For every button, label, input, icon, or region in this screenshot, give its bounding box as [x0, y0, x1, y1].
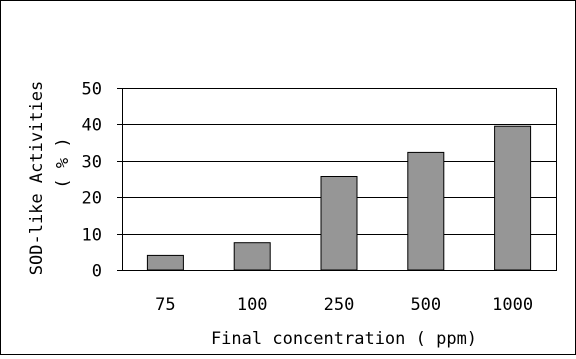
y-tick-label: 40 — [82, 116, 102, 136]
bar-75 — [146, 254, 184, 271]
y-tick-labels: 0 10 20 30 40 50 — [82, 80, 102, 282]
bars — [146, 125, 532, 271]
plot-border — [122, 88, 557, 271]
x-tick-labels: 75 100 250 500 1000 — [155, 295, 533, 315]
bar-500 — [407, 151, 445, 271]
x-tick-label: 75 — [155, 295, 175, 315]
x-tick-label: 500 — [410, 295, 441, 315]
y-axis-label: SOD-like Activities — [27, 81, 47, 275]
bar-100 — [233, 242, 271, 271]
x-tick-label: 1000 — [492, 295, 533, 315]
y-tick-label: 20 — [82, 189, 102, 209]
bar-250 — [320, 176, 358, 271]
x-tick-label: 250 — [324, 295, 355, 315]
x-axis-label: Final concentration ( ppm) — [211, 329, 477, 349]
y-tick-label: 10 — [82, 226, 102, 246]
x-tick-label: 100 — [237, 295, 268, 315]
y-axis-unit-label: ( % ) — [53, 137, 73, 188]
y-tick-label: 0 — [92, 262, 102, 282]
bar-1000 — [494, 125, 532, 271]
y-tick-label: 50 — [82, 80, 102, 100]
y-tick-label: 30 — [82, 153, 102, 173]
